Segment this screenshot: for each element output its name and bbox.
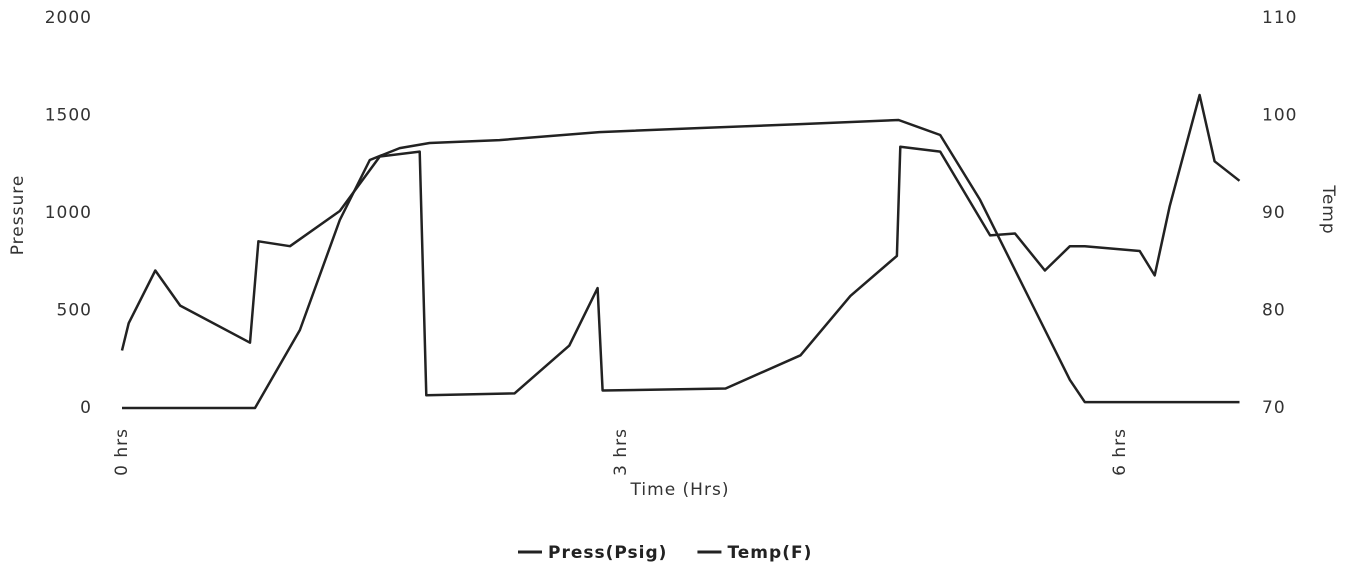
y2-tick-label: 80 <box>1262 301 1286 321</box>
series-line <box>120 93 1241 397</box>
x-axis-title: Time (Hrs) <box>630 480 730 500</box>
y2-tick-label: 90 <box>1262 203 1286 223</box>
x-tick-label: 3 hrs <box>611 428 631 476</box>
y2-tick-label: 70 <box>1262 398 1286 418</box>
x-tick-label: 0 hrs <box>112 428 132 476</box>
y-tick-label: 500 <box>57 301 92 321</box>
series-line <box>122 118 1240 410</box>
y2-axis-title: Temp <box>1318 184 1338 234</box>
y-axis-title: Pressure <box>8 175 28 256</box>
legend-label: Temp(F) <box>727 543 812 563</box>
y-tick-label: 1000 <box>45 203 92 223</box>
y2-tick-label: 110 <box>1262 8 1297 28</box>
y-tick-label: 2000 <box>45 8 92 28</box>
legend-label: Press(Psig) <box>548 543 667 563</box>
y2-tick-label: 100 <box>1262 106 1297 126</box>
y-tick-label: 1500 <box>45 106 92 126</box>
y-tick-label: 0 <box>80 398 92 418</box>
x-tick-label: 6 hrs <box>1110 428 1130 476</box>
